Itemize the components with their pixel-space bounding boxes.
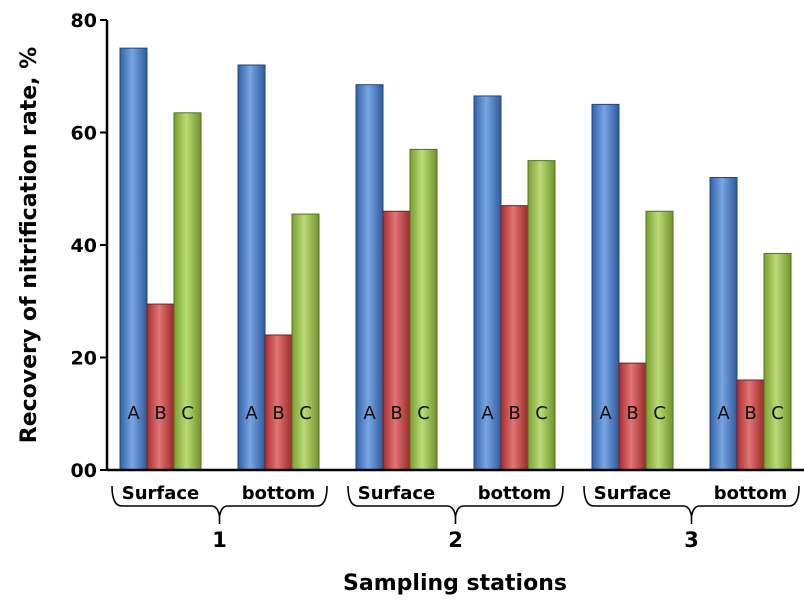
category-label: Surface	[594, 483, 672, 504]
bar-C-3	[527, 160, 556, 471]
y-tick-label: 60	[71, 123, 97, 145]
bar-letter-B-4: B	[626, 403, 638, 424]
bar-letter-A-5: A	[717, 403, 730, 424]
bar-letter-C-2: C	[417, 403, 430, 424]
bar-letter-B-2: B	[390, 403, 402, 424]
bar-B-4	[618, 362, 647, 471]
bar-letter-A-0: A	[127, 403, 140, 424]
category-label: bottom	[242, 483, 316, 504]
x-axis-title: Sampling stations	[343, 571, 567, 596]
category-label: Surface	[358, 483, 436, 504]
bar-C-0	[173, 112, 202, 471]
y-tick-label: 00	[71, 460, 97, 482]
bar-letter-C-0: C	[181, 403, 194, 424]
bar-letter-A-2: A	[363, 403, 376, 424]
category-label: Surface	[122, 483, 200, 504]
bar-B-2	[382, 210, 411, 471]
bar-letter-A-3: A	[481, 403, 494, 424]
bar-C-1	[291, 213, 320, 471]
category-label: bottom	[478, 483, 552, 504]
bar-C-5	[763, 252, 792, 471]
bar-A-1	[237, 64, 266, 471]
y-tick-label: 20	[71, 348, 97, 370]
bar-C-2	[409, 148, 438, 471]
bar-letter-C-4: C	[653, 403, 666, 424]
bar-B-0	[146, 303, 175, 471]
bar-letter-B-3: B	[508, 403, 520, 424]
category-label: bottom	[714, 483, 788, 504]
bar-letter-B-1: B	[272, 403, 284, 424]
y-axis-title: Recovery of nitrification rate, %	[17, 47, 42, 443]
station-label: 2	[448, 528, 463, 552]
bar-B-3	[500, 205, 529, 471]
station-label: 1	[212, 528, 227, 552]
bar-B-5	[736, 379, 765, 471]
bar-A-0	[119, 47, 148, 471]
y-tick-label: 40	[71, 235, 97, 257]
bar-letter-C-5: C	[771, 403, 784, 424]
bar-letter-B-5: B	[744, 403, 756, 424]
bar-letter-A-4: A	[599, 403, 612, 424]
station-label: 3	[684, 528, 699, 552]
bar-letter-C-3: C	[535, 403, 548, 424]
y-tick-label: 80	[71, 10, 97, 32]
bar-C-4	[645, 210, 674, 471]
bar-A-5	[709, 177, 738, 471]
bar-letter-C-1: C	[299, 403, 312, 424]
bar-letter-A-1: A	[245, 403, 258, 424]
bar-letter-B-0: B	[154, 403, 166, 424]
